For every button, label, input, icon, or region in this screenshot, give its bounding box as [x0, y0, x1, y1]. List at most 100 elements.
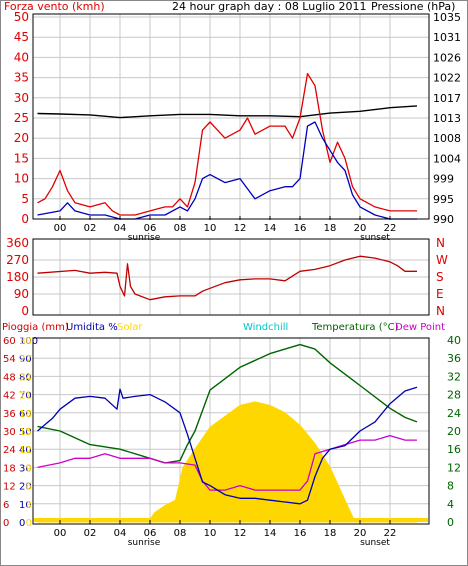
- direction-compass-label: E: [436, 287, 444, 301]
- rain-tick-label: 48: [3, 372, 16, 383]
- direction-compass-label: S: [436, 270, 444, 284]
- humidity-tick-label: 30: [19, 463, 32, 474]
- x-tick-label: 02: [84, 223, 97, 234]
- direction-compass-label: N: [436, 236, 445, 250]
- wind-speed-tick-label: 5: [21, 192, 29, 206]
- x-tick-label: 00: [54, 223, 67, 234]
- x-tick-label: 22: [384, 223, 397, 234]
- legend-dew-point: Dew Point: [395, 322, 445, 333]
- pressure-tick-label: 1017: [433, 92, 461, 105]
- rain-tick-label: 60: [3, 336, 16, 347]
- sunrise-label: sunrise: [128, 233, 161, 243]
- x-tick-label: 12: [234, 528, 247, 539]
- pressure-tick-label: 1013: [433, 112, 461, 125]
- x-tick-label: 12: [234, 223, 247, 234]
- rain-tick-label: 54: [3, 354, 16, 365]
- pressure-tick-label: 1022: [433, 72, 461, 85]
- x-tick-label: 08: [174, 528, 187, 539]
- legend-humidity: Umidita %: [66, 322, 118, 333]
- sunrise-label-bottom: sunrise: [128, 538, 161, 548]
- direction-grid: [33, 239, 429, 315]
- rain-tick-label: 12: [3, 482, 16, 493]
- legend-temperature: Temperatura (°C): [311, 322, 399, 333]
- pressure-axis-label: Pressione (hPa): [371, 0, 455, 13]
- pressure-tick-label: 995: [433, 193, 454, 206]
- wind-speed-tick-label: 40: [14, 50, 29, 64]
- x-tick-label: 04: [114, 528, 127, 539]
- solar-tick-label: 3: [26, 500, 32, 511]
- temperature-tick-label: 8: [447, 480, 454, 493]
- wind-speed-tick-label: 45: [14, 30, 29, 44]
- x-tick-label: 06: [144, 223, 157, 234]
- x-tick-label: 14: [264, 528, 277, 539]
- temperature-tick-label: 4: [447, 498, 454, 511]
- x-tick-label: 02: [84, 528, 97, 539]
- temperature-tick-label: 16: [447, 443, 461, 456]
- solar-tick-label: 30: [19, 336, 32, 347]
- rain-tick-label: 42: [3, 391, 16, 402]
- solar-tick-label: 15: [19, 427, 32, 438]
- humidity-tick-label: 60: [19, 409, 32, 420]
- direction-compass-label: W: [436, 253, 448, 267]
- x-tick-label: 06: [144, 528, 157, 539]
- solar-tick-label: 24: [19, 372, 32, 383]
- temp-humidity-series: [34, 343, 428, 523]
- wind-direction-line: [37, 255, 417, 301]
- wind-plot-frame: [32, 13, 430, 220]
- wind-gust-line: [37, 72, 417, 216]
- temperature-tick-label: 28: [447, 389, 461, 402]
- rain-tick-label: 0: [3, 518, 9, 529]
- direction-degree-label: 360: [6, 236, 29, 250]
- x-tick-label: 04: [114, 223, 127, 234]
- x-tick-label: 00: [54, 528, 67, 539]
- wind-hour-ticks: 00 02 04 06 08 10 12 14 16 18 20 22: [54, 216, 397, 234]
- humidity-tick-label: 100: [19, 336, 38, 347]
- legend-windchill: Windchill: [243, 322, 288, 333]
- humidity-tick-label: 90: [19, 354, 32, 365]
- humidity-line: [37, 386, 418, 505]
- rain-tick-label: 18: [3, 463, 16, 474]
- pressure-ticks: 990 995 999 1004 1008 1013 1017 1022 1026 1031 103…: [433, 11, 461, 226]
- solar-tick-label: 27: [19, 354, 32, 365]
- legend-solar: Solar: [117, 322, 143, 333]
- x-tick-label: 10: [204, 528, 217, 539]
- x-tick-label: 20: [354, 223, 367, 234]
- direction-plot-frame: [32, 238, 430, 316]
- sunset-label-bottom: sunset: [360, 538, 390, 548]
- pressure-tick-label: 1008: [433, 132, 461, 145]
- humidity-tick-label: 80: [19, 372, 32, 383]
- wind-speed-tick-label: 0: [21, 212, 29, 226]
- solar-tick-label: 12: [19, 445, 32, 456]
- wind-speed-tick-label: 30: [14, 91, 29, 105]
- direction-degree-label: 0: [21, 304, 29, 318]
- x-tick-label: 10: [204, 223, 217, 234]
- temp-hour-ticks: 00 02 04 06 08 10 12 14 16 18 20 22: [54, 520, 396, 539]
- direction-compass-label: N: [436, 304, 445, 318]
- direction-degree-label: 270: [6, 253, 29, 267]
- sunset-label: sunset: [360, 233, 390, 243]
- pressure-tick-label: 999: [433, 173, 454, 186]
- wind-speed-tick-label: 35: [14, 71, 29, 85]
- wind-pressure-panel: Forza vento (kmh) 24 hour graph day : 08…: [4, 0, 461, 243]
- temperature-tick-label: 32: [447, 370, 461, 383]
- wind-speed-ticks: 0 5 10 15 20 25 30 35 40 45 50: [14, 10, 29, 226]
- x-tick-label: 16: [294, 528, 307, 539]
- humidity-tick-label: 0: [19, 518, 25, 529]
- direction-series: [37, 255, 417, 301]
- pressure-tick-label: 1031: [433, 31, 461, 44]
- wind-speed-tick-label: 25: [14, 111, 29, 125]
- legend-rain: Pioggia (mm): [2, 322, 69, 333]
- temperature-tick-label: 0: [447, 516, 454, 529]
- solar-tick-label: 21: [19, 391, 32, 402]
- temperature-tick-label: 20: [447, 425, 461, 438]
- x-tick-label: 16: [294, 223, 307, 234]
- humidity-tick-label: 10: [19, 500, 32, 511]
- pressure-tick-label: 1004: [433, 152, 461, 165]
- temperature-tick-label: 36: [447, 352, 461, 365]
- solar-tick-label: 0: [26, 518, 32, 529]
